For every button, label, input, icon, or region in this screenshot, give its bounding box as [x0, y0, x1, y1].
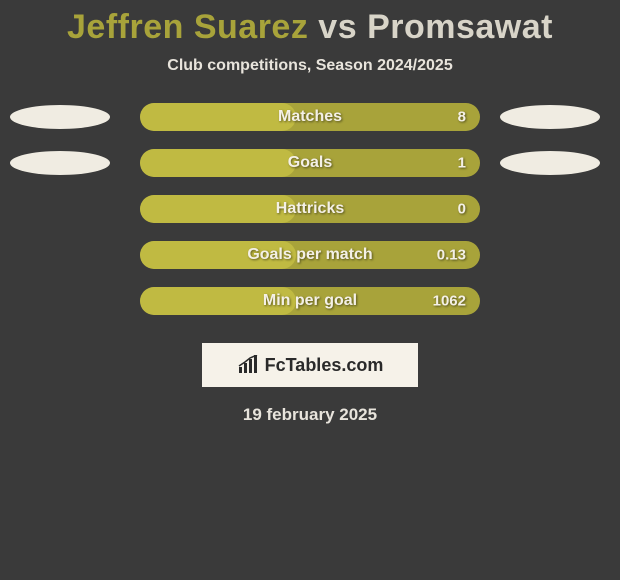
stat-value: 1062	[433, 293, 466, 310]
date-text: 19 february 2025	[0, 405, 620, 425]
stat-label: Hattricks	[276, 200, 344, 218]
stat-label: Min per goal	[263, 292, 357, 310]
stat-bar-fill	[140, 103, 296, 131]
logo-box: FcTables.com	[202, 343, 418, 387]
infographic-container: Jeffren Suarez vs Promsawat Club competi…	[0, 0, 620, 425]
bar-chart-icon	[237, 355, 259, 375]
stat-row: Matches 8	[0, 103, 620, 131]
stat-bar: Matches 8	[140, 103, 480, 131]
stat-bar-fill	[140, 149, 296, 177]
stat-value: 0	[458, 201, 466, 218]
stat-label: Goals	[288, 154, 332, 172]
left-ellipse	[10, 105, 110, 129]
logo-text: FcTables.com	[265, 355, 384, 376]
stat-value: 1	[458, 155, 466, 172]
stat-bar: Goals 1	[140, 149, 480, 177]
right-ellipse	[500, 105, 600, 129]
stat-bar: Hattricks 0	[140, 195, 480, 223]
stats-rows: Matches 8 Goals 1 Hattricks 0 Goals per match 0…	[0, 103, 620, 315]
title-player2: Promsawat	[367, 8, 553, 46]
stat-row: Hattricks 0	[0, 195, 620, 223]
main-title: Jeffren Suarez vs Promsawat	[0, 8, 620, 47]
stat-bar: Min per goal 1062	[140, 287, 480, 315]
title-player1: Jeffren Suarez	[67, 8, 308, 46]
stat-row: Goals 1	[0, 149, 620, 177]
subtitle: Club competitions, Season 2024/2025	[0, 57, 620, 75]
stat-label: Matches	[278, 108, 342, 126]
left-ellipse	[10, 151, 110, 175]
stat-bar-fill	[140, 195, 296, 223]
right-ellipse	[500, 151, 600, 175]
stat-row: Min per goal 1062	[0, 287, 620, 315]
stat-value: 8	[458, 109, 466, 126]
title-vs: vs	[318, 8, 357, 46]
stat-label: Goals per match	[247, 246, 372, 264]
stat-bar: Goals per match 0.13	[140, 241, 480, 269]
stat-value: 0.13	[437, 247, 466, 264]
stat-row: Goals per match 0.13	[0, 241, 620, 269]
